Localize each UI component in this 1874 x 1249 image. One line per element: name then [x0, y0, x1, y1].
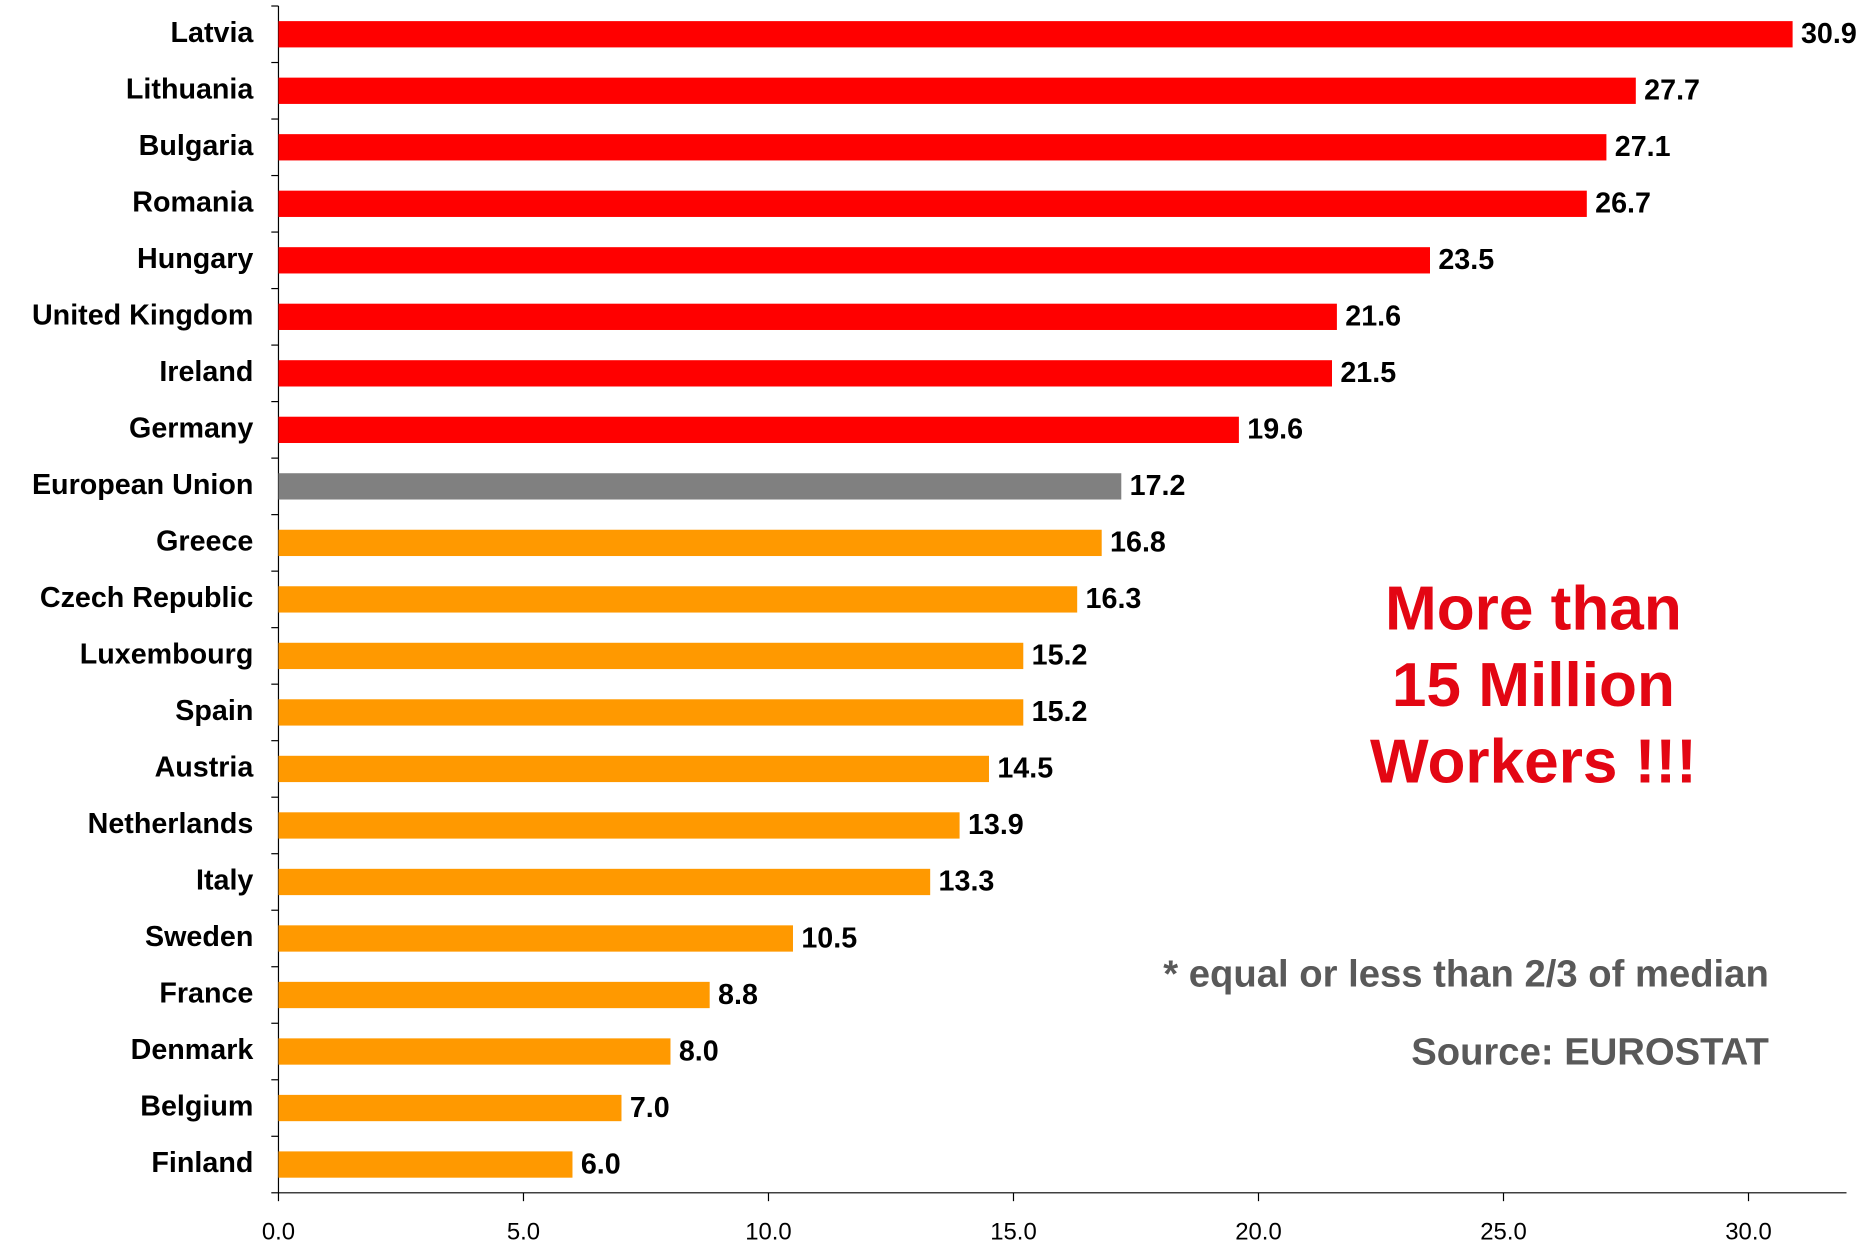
category-label: Luxembourg — [80, 638, 254, 670]
category-label: Sweden — [145, 921, 253, 953]
value-label: 15.2 — [1032, 696, 1088, 728]
x-tick-label: 25.0 — [1480, 1219, 1526, 1246]
category-label: Ireland — [159, 356, 253, 388]
bar — [278, 360, 1332, 387]
category-label: Czech Republic — [40, 582, 254, 614]
category-label: Hungary — [137, 243, 253, 275]
value-label: 15.2 — [1032, 640, 1088, 672]
value-label: 8.8 — [718, 979, 758, 1011]
category-label: United Kingdom — [32, 299, 253, 331]
x-tick-label: 15.0 — [990, 1219, 1037, 1246]
category-label: Greece — [156, 525, 253, 557]
x-tick-label: 10.0 — [745, 1219, 792, 1246]
category-label: Spain — [175, 695, 253, 727]
value-label: 10.5 — [801, 922, 857, 954]
category-label: Lithuania — [126, 73, 254, 105]
source: Source: EUROSTAT — [1411, 1030, 1769, 1073]
value-label: 27.1 — [1615, 131, 1671, 163]
bar — [278, 586, 1078, 613]
x-tick-label: 0.0 — [262, 1219, 295, 1246]
value-label: 13.9 — [968, 809, 1024, 841]
category-label: European Union — [32, 469, 253, 501]
bar — [278, 190, 1587, 217]
bar — [278, 755, 989, 783]
category-label: France — [159, 978, 253, 1010]
value-label: 17.2 — [1130, 470, 1186, 502]
category-label: Bulgaria — [139, 130, 255, 162]
category-label: Finland — [151, 1147, 253, 1179]
value-label: 16.3 — [1086, 583, 1142, 615]
headline: More than — [1385, 575, 1682, 644]
x-tick-label: 5.0 — [507, 1219, 540, 1246]
value-label: 27.7 — [1644, 75, 1700, 107]
category-label: Netherlands — [88, 808, 254, 840]
bar — [278, 1094, 622, 1122]
value-label: 19.6 — [1247, 414, 1303, 446]
value-label: 13.3 — [939, 866, 995, 898]
value-label: 14.5 — [997, 753, 1053, 785]
bar — [278, 21, 1793, 48]
value-label: 16.8 — [1110, 527, 1166, 559]
headline: Workers !!! — [1370, 728, 1697, 797]
bar — [278, 134, 1607, 161]
category-label: Belgium — [140, 1091, 253, 1123]
value-label: 8.0 — [679, 1035, 719, 1067]
bar — [278, 1038, 671, 1065]
category-label: Germany — [129, 412, 253, 444]
bar — [278, 868, 931, 896]
value-label: 21.6 — [1345, 301, 1401, 333]
bar — [278, 247, 1431, 274]
bar — [278, 416, 1239, 444]
bar — [278, 925, 793, 952]
value-label: 23.5 — [1438, 244, 1494, 276]
value-label: 6.0 — [581, 1148, 621, 1180]
value-label: 26.7 — [1595, 188, 1651, 220]
category-label: Italy — [196, 865, 253, 897]
bar — [278, 699, 1024, 726]
category-label: Romania — [132, 186, 254, 218]
bar — [278, 642, 1024, 670]
value-label: 7.0 — [630, 1092, 670, 1124]
note: * equal or less than 2/3 of median — [1163, 953, 1769, 996]
value-label: 21.5 — [1340, 357, 1396, 389]
bar — [278, 981, 710, 1009]
x-tick-label: 30.0 — [1725, 1219, 1772, 1246]
bar — [278, 529, 1102, 557]
x-tick-label: 20.0 — [1235, 1219, 1282, 1246]
category-label: Denmark — [131, 1034, 254, 1066]
category-label: Latvia — [170, 17, 254, 49]
bar — [278, 473, 1122, 500]
bar — [278, 303, 1337, 330]
value-label: 30.9 — [1801, 18, 1857, 50]
bar — [278, 1151, 573, 1178]
headline: 15 Million — [1392, 651, 1675, 720]
category-label: Austria — [155, 752, 255, 784]
bar — [278, 77, 1636, 104]
bar — [278, 812, 960, 839]
